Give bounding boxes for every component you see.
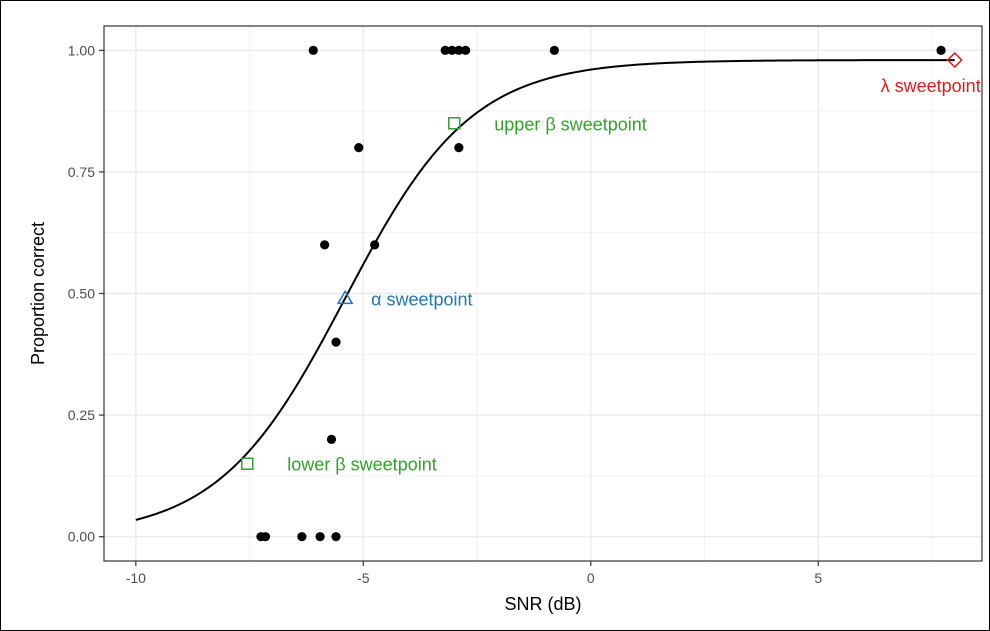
sweetpoints-layer: λ sweetpoint upper β sweetpoint α sweetpoi… xyxy=(241,51,981,475)
sweetpoint-label: λ sweetpoint xyxy=(881,76,981,96)
data-point xyxy=(315,532,325,542)
data-point xyxy=(331,532,341,542)
data-point xyxy=(454,45,464,55)
data-point xyxy=(326,434,337,445)
x-tick-label: -5 xyxy=(357,570,370,586)
data-point xyxy=(447,45,457,55)
sweetpoint-label: lower β sweetpoint xyxy=(287,455,436,475)
data-point xyxy=(461,45,471,55)
x-axis-title: SNR (dB) xyxy=(504,594,581,614)
y-tick-label: 0.00 xyxy=(68,529,95,545)
data-point xyxy=(320,240,330,250)
data-point xyxy=(308,45,318,55)
sweetpoint-label: upper β sweetpoint xyxy=(494,114,646,134)
sweetpoint-label: α sweetpoint xyxy=(371,289,472,309)
x-tick-label: -10 xyxy=(126,570,146,586)
data-point xyxy=(549,45,559,55)
x-tick-label: 5 xyxy=(814,570,822,586)
grid-layer xyxy=(104,26,982,561)
y-tick-label: 0.25 xyxy=(68,407,95,423)
data-point xyxy=(440,45,450,55)
y-tick-label: 1.00 xyxy=(68,42,95,58)
y-axis-title: Proportion correct xyxy=(28,222,48,365)
data-point xyxy=(354,142,364,153)
curve-layer xyxy=(135,59,955,521)
data-point xyxy=(297,532,307,542)
data-point xyxy=(370,240,380,250)
data-point xyxy=(936,45,946,55)
points-layer xyxy=(256,45,946,542)
data-point xyxy=(454,142,464,153)
y-tick-label: 0.75 xyxy=(68,164,95,180)
sweetpoint-square-marker xyxy=(241,457,254,470)
data-point xyxy=(260,532,271,542)
x-tick-label: 0 xyxy=(587,570,595,586)
sweetpoint-diamond-marker xyxy=(946,51,963,69)
sweetpoint-triangle-marker xyxy=(336,289,354,305)
ticks-layer: -10 -5 0 5 0.00 0.25 0.50 0.75 1.00 xyxy=(68,42,823,586)
y-tick-label: 0.50 xyxy=(68,286,95,302)
data-point xyxy=(331,337,341,347)
fitted-curve xyxy=(135,59,955,521)
sweetpoint-square-marker xyxy=(448,117,461,130)
